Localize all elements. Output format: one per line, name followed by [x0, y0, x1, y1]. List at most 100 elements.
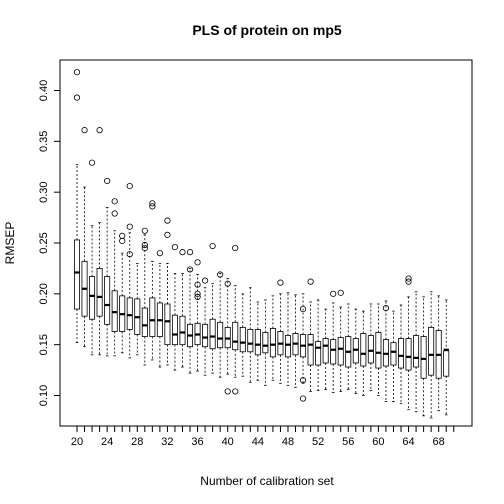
outlier-point [186, 266, 194, 273]
box-iqr [315, 341, 322, 366]
x-tick-label: 56 [342, 436, 354, 448]
box [134, 262, 141, 356]
x-tick-label: 40 [222, 436, 234, 448]
box [269, 295, 276, 381]
box [443, 299, 450, 416]
x-tick-label: 44 [252, 436, 264, 448]
outlier-point [156, 250, 163, 257]
x-tick-label: 60 [372, 436, 384, 448]
box-iqr [74, 239, 81, 310]
box [337, 289, 344, 392]
box-iqr [202, 323, 209, 348]
box [390, 310, 397, 403]
outlier-point [224, 388, 231, 395]
box [239, 293, 246, 377]
box [360, 310, 367, 396]
outlier-point [111, 198, 118, 205]
x-tick-label: 32 [161, 436, 173, 448]
y-tick-label: 0.15 [38, 334, 50, 355]
outlier-point [194, 290, 201, 297]
outlier-point [73, 94, 81, 101]
box [277, 279, 284, 384]
box [119, 232, 126, 354]
box [352, 308, 359, 394]
box [194, 259, 201, 372]
box [254, 301, 261, 381]
x-tick-label: 48 [282, 436, 294, 448]
outlier-point [81, 127, 88, 134]
box [345, 303, 352, 390]
outlier-point [119, 237, 126, 245]
x-tick-label: 64 [402, 436, 414, 448]
box-iqr [179, 315, 186, 346]
x-tick-label: 52 [312, 436, 324, 448]
outlier-point [194, 259, 201, 266]
box-iqr [390, 342, 397, 366]
x-tick-label: 36 [191, 436, 203, 448]
y-tick-label: 0.35 [38, 131, 50, 152]
box [186, 249, 194, 374]
outlier-point [164, 231, 171, 238]
box [141, 227, 148, 366]
outlier-point [194, 293, 201, 300]
box-iqr [443, 350, 450, 377]
outlier-point [277, 279, 284, 286]
box [73, 69, 81, 344]
box [179, 249, 186, 368]
box [284, 292, 291, 386]
box [104, 177, 111, 357]
box-series [73, 69, 450, 419]
outlier-point [164, 217, 171, 224]
outlier-point [126, 182, 133, 190]
box [262, 299, 269, 386]
outlier-point [141, 244, 148, 252]
x-tick-label: 24 [101, 436, 113, 448]
box [405, 275, 412, 411]
box-iqr [428, 326, 435, 376]
box [420, 296, 427, 417]
outlier-point [104, 177, 111, 185]
outlier-point [88, 159, 96, 166]
outlier-point [299, 305, 307, 313]
box-iqr [209, 318, 216, 350]
outlier-point [201, 277, 209, 284]
outlier-point [73, 69, 81, 76]
x-tick-label: 28 [131, 436, 143, 448]
box-iqr [247, 329, 254, 353]
box [367, 303, 374, 391]
outlier-point [209, 242, 216, 250]
outlier-point [307, 278, 314, 285]
x-tick-label: 20 [71, 436, 83, 448]
y-tick-label: 0.25 [38, 232, 50, 253]
box [96, 127, 103, 356]
box-iqr [126, 297, 133, 330]
outlier-point [111, 210, 118, 217]
box [224, 278, 231, 395]
box-iqr [254, 329, 261, 356]
outlier-point [232, 388, 239, 395]
outlier-point [232, 244, 239, 252]
box-iqr [360, 333, 367, 367]
box [217, 271, 224, 378]
outlier-point [126, 251, 133, 258]
outlier-point [299, 377, 307, 384]
box-iqr [398, 338, 405, 369]
box [307, 278, 314, 392]
box-iqr [269, 327, 276, 358]
box [232, 244, 239, 395]
box-iqr [307, 334, 314, 366]
box-iqr [232, 321, 239, 351]
outlier-point [224, 280, 231, 287]
y-tick-label: 0.30 [38, 181, 50, 202]
outlier-point [186, 249, 194, 256]
outlier-point [141, 241, 148, 249]
plot-frame [59, 59, 473, 427]
box [201, 277, 209, 376]
box-iqr [164, 303, 171, 346]
chart-title: PLS of protein on mp5 [192, 22, 342, 38]
box-iqr [284, 335, 291, 358]
outlier-point [141, 227, 148, 234]
outlier-point [149, 200, 156, 207]
box-iqr [375, 332, 382, 369]
